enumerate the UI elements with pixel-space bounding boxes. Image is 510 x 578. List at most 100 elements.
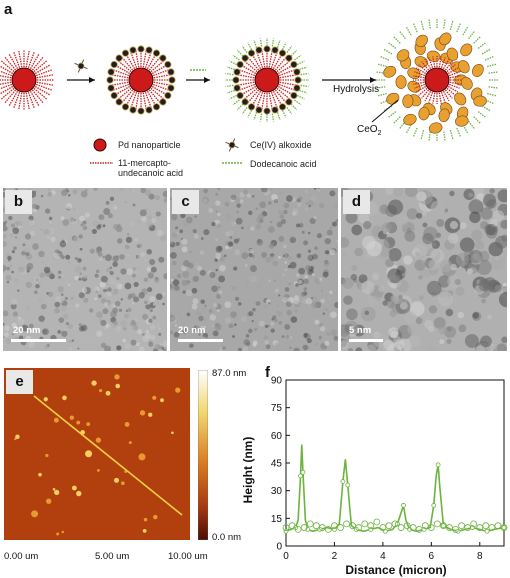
mua-ligand [0,81,12,85]
tem-grain [171,232,178,238]
tem-grain [60,304,67,312]
dodecanoic-ligand [398,30,406,40]
ce-alkoxide [241,98,249,106]
mua-ligand [413,75,425,79]
tem-grain [234,249,241,256]
tem-grain [172,260,177,266]
ce-alkoxide [271,46,279,54]
tem-grain [57,286,64,293]
tem-grain [500,219,507,229]
tem-grain [397,213,409,225]
tem-grain [446,326,452,332]
ce-alkoxide [285,98,293,106]
tem-grain [325,250,330,255]
dodecanoic-ligand [420,130,425,141]
ce-alkoxide [247,103,256,111]
tem-grain [255,223,262,230]
legend-pd-swatch [93,138,107,152]
mua-ligand [278,83,296,91]
dodecanoic-ligand [481,105,492,112]
mua-ligand [274,89,287,104]
tem-grain [115,325,121,332]
tem-grain [43,229,50,235]
tem-grain [72,189,78,195]
tem-grain [112,320,118,326]
tem-grain [18,319,24,325]
tem-grain [61,330,68,337]
afm-particle [52,487,56,491]
tem-grain [208,208,214,213]
tem-grain [314,319,320,325]
tem-grain [316,188,321,192]
mua-ligand [247,89,260,104]
tem-grain [18,266,25,273]
tem-grain [65,322,69,326]
mua-ligand [27,51,35,69]
mua-ligand [413,81,425,85]
tem-grain [276,304,279,307]
panel-b-label: b [5,190,32,214]
tem-grain [12,311,19,317]
tem-grain [65,254,71,260]
mua-ligand [152,69,170,77]
tem-grain [182,290,186,294]
baseline-marker [331,522,338,530]
tem-grain [156,313,163,320]
dodecanoic-ligand [420,19,425,30]
tem-grain [22,243,26,247]
mua-ligand [8,53,19,70]
tem-grain [126,233,130,236]
tem-grain [234,296,240,301]
tem-grain [436,218,445,228]
tem-grain [458,324,467,333]
ce-alkoxide [164,91,172,100]
tem-grain [218,275,226,283]
tem-grain [53,272,57,276]
profile-point [441,523,446,529]
chart-y-axis-label: Height (nm) [241,437,255,504]
tem-grain [203,229,210,236]
mua-ligand [274,56,287,71]
ceo2-label: CeO2 [357,124,382,137]
mua-ligand [121,56,134,71]
tem-grain [318,250,322,254]
dodecanoic-ligand [375,86,386,89]
baseline-marker [440,522,447,530]
tem-grain [322,312,326,315]
tem-grain [363,220,372,230]
tem-grain [455,252,470,267]
tem-grain [90,285,98,293]
tem-grain [172,279,180,286]
dodecanoic-ligand [484,55,495,61]
tem-grain [327,297,332,302]
tem-grain [208,309,213,313]
chart-y-tick-label: 90 [271,376,283,387]
chart-y-tick-label: 60 [271,431,283,442]
tem-grain [74,256,78,260]
ce-alkoxide [121,49,130,57]
mua-ligand [272,90,283,107]
tem-grain [242,189,249,195]
tem-grain [95,269,100,274]
mua-ligand [442,58,450,70]
pd-nanoparticle [128,67,154,93]
tem-grain [284,287,290,292]
tem-grain [71,220,77,225]
ce-alkoxide [115,98,123,106]
ce-alkoxide [232,76,240,84]
tem-grain [138,346,145,351]
tem-grain [14,221,18,225]
afm-texture [4,368,190,540]
mua-ligand [31,89,44,104]
tem-grain [113,280,120,287]
tem-grain [189,343,194,348]
panel-a-label: a [4,1,13,18]
tem-grain [246,281,249,284]
tem-grain [67,216,70,219]
mua-ligand [414,71,426,77]
tem-grain [78,292,85,299]
mua-ligand [8,90,19,107]
tem-grain [107,228,112,234]
tem-grain [293,347,300,351]
tem-grain [144,189,152,196]
